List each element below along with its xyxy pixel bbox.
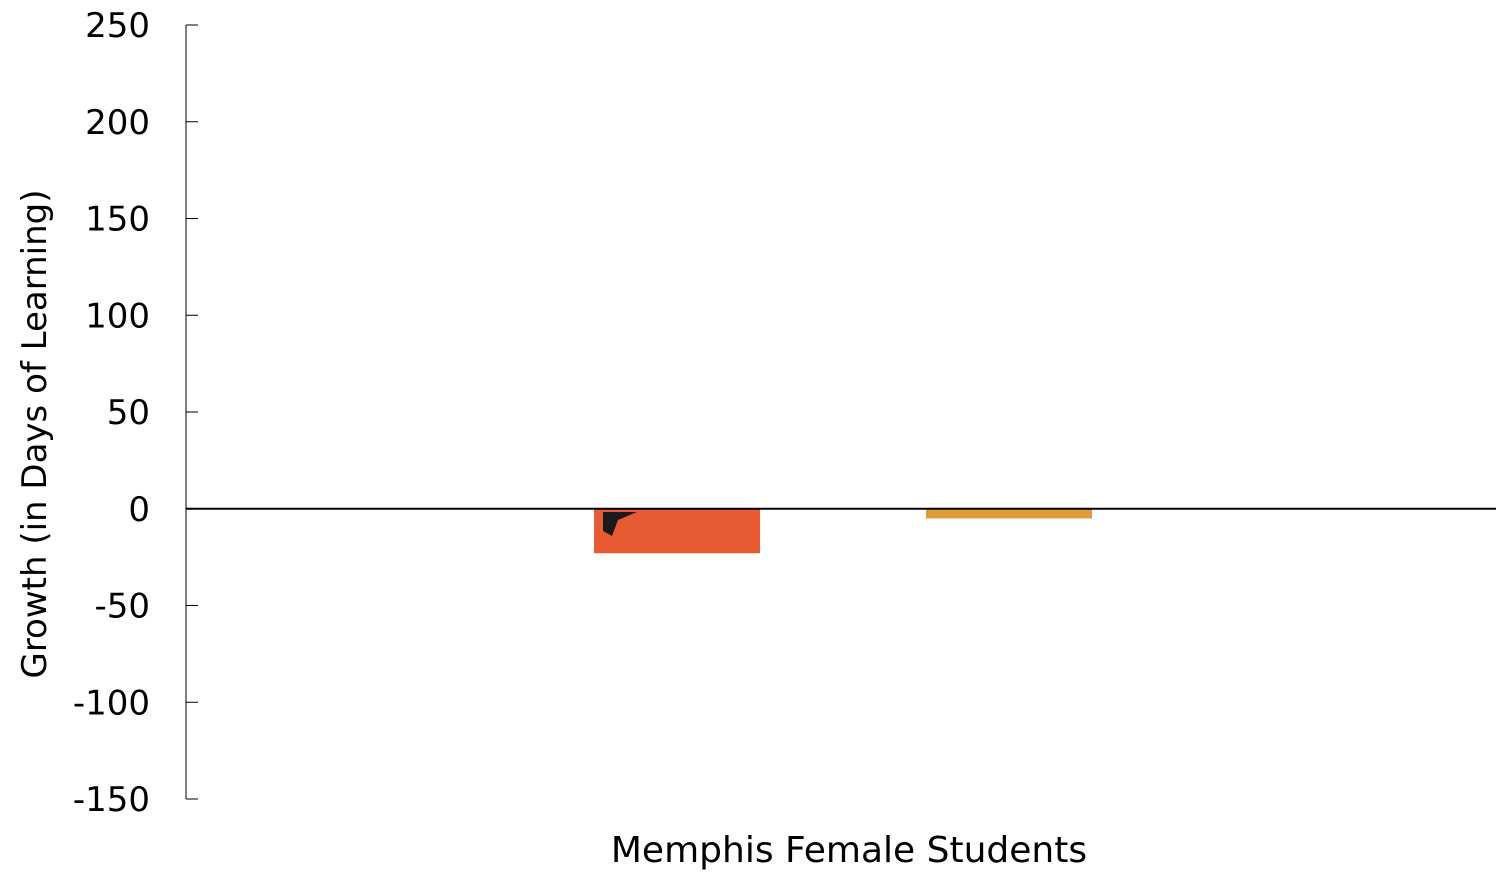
x-category-label: Memphis Female Students: [611, 830, 1087, 870]
bar-series-2: [926, 508, 1092, 519]
y-tick-label: 0: [128, 490, 150, 530]
y-tick-label: 100: [85, 296, 150, 336]
y-tick-label: -100: [73, 683, 150, 723]
y-tick-label: -50: [94, 587, 150, 627]
cursor-arrow-icon: [603, 512, 637, 536]
y-tick-label: 150: [85, 200, 150, 240]
x-axis-labels: Memphis Female Students: [611, 830, 1087, 871]
y-axis-title: Growth (in Days of Learning): [15, 189, 55, 678]
bars: [594, 508, 1092, 554]
y-tick-label: -150: [73, 780, 150, 820]
y-tick-label: 50: [107, 393, 150, 433]
y-tick-label: 200: [85, 103, 150, 143]
y-axis: 250 200 150 100 50 0 -50 -100 -150: [73, 6, 198, 820]
y-tick-label: 250: [85, 6, 150, 46]
